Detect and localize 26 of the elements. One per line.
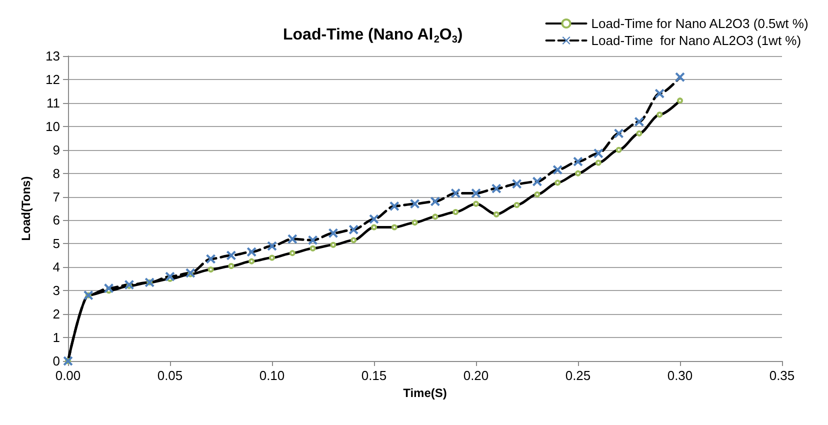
x-tick-label: 0.00 [55,368,81,383]
y-tick-label: 4 [52,260,60,275]
y-tick-label: 0 [52,354,60,368]
y-tick-label: 8 [52,166,60,181]
x-tick-label: 0.35 [769,368,795,383]
x-axis-title: Time(S) [403,386,447,400]
y-tick-label: 5 [52,236,60,252]
y-tick-label: 12 [46,72,60,87]
y-tick-label: 3 [52,283,60,298]
y-tick-label: 10 [46,118,60,134]
y-tick-label: 6 [52,212,60,228]
y-axis-title: Load(Tons) [19,176,33,241]
y-tick-label: 1 [52,330,60,346]
legend-label: Load-Time for Nano AL2O3 (0.5wt %) [591,16,808,31]
x-tick-label: 0.20 [463,368,489,383]
x-tick-label: 0.10 [259,368,285,383]
y-tick-label: 13 [46,48,60,64]
x-tick-label: 0.15 [361,368,387,383]
x-tick-label: 0.05 [157,368,183,383]
y-tick-label: 9 [52,142,60,158]
y-tick-label: 11 [46,95,60,110]
y-tick-label: 7 [52,189,60,204]
x-tick-label: 0.30 [667,368,693,383]
legend-label: Load-Time for Nano AL2O3 (1wt %) [591,33,802,48]
y-tick-label: 2 [52,306,60,322]
x-tick-label: 0.25 [565,368,591,383]
